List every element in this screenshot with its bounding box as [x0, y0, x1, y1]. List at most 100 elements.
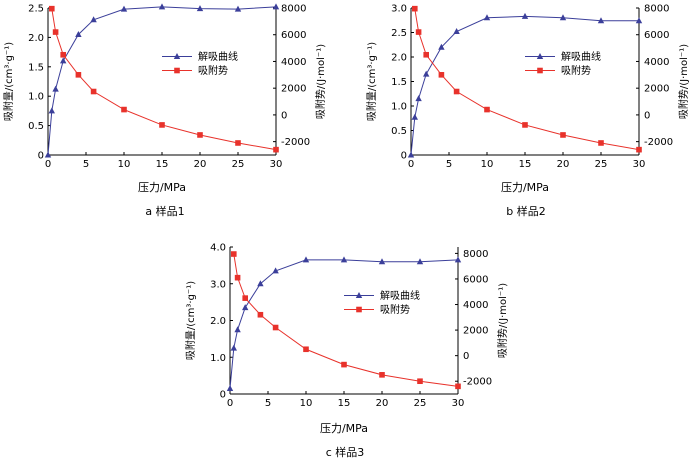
y-tick-label-right: 2000 — [644, 84, 669, 95]
x-tick-label: 30 — [270, 159, 283, 170]
data-point-square — [522, 122, 528, 128]
data-point-square — [234, 274, 241, 281]
data-point-square — [453, 88, 460, 95]
data-point-square — [484, 106, 490, 113]
y-axis-label-left: 吸附量/(cm³·g⁻¹) — [2, 42, 15, 121]
data-point-triangle — [438, 43, 445, 50]
x-axis-label: 压力/MPa — [320, 422, 368, 435]
data-point-triangle — [52, 85, 59, 92]
y-axis-label-right: 吸附势/(J·mol⁻¹) — [496, 283, 509, 358]
y-tick-label-right: 4000 — [463, 300, 488, 311]
data-point-square — [379, 372, 385, 378]
panel-caption: a 样品1 — [145, 204, 184, 218]
legend-marker-triangle — [536, 53, 544, 60]
legend-item: 吸附势 — [525, 64, 591, 77]
data-point-triangle — [272, 3, 280, 10]
data-point-square — [438, 72, 445, 78]
data-point-triangle — [521, 12, 529, 19]
data-point-square — [341, 361, 347, 368]
x-tick-label: 15 — [338, 398, 351, 409]
y-tick-label-left: 1.0 — [210, 353, 226, 364]
legend-label: 解吸曲线 — [561, 50, 601, 63]
x-tick-label: 30 — [633, 159, 646, 170]
y-tick-label-right: -2000 — [463, 377, 492, 388]
x-tick-label: 10 — [300, 398, 313, 409]
x-axis-label: 压力/MPa — [501, 181, 549, 194]
x-tick-label: 20 — [376, 398, 389, 409]
data-point-triangle — [453, 28, 460, 35]
data-point-square — [231, 251, 237, 257]
data-point-triangle — [226, 384, 234, 391]
data-point-square — [52, 29, 59, 35]
legend-item: 解吸曲线 — [344, 289, 420, 302]
data-point-triangle — [48, 107, 55, 114]
data-point-triangle — [234, 326, 241, 333]
data-point-triangle — [407, 151, 415, 158]
y-tick-label-left: 1.0 — [28, 92, 44, 103]
legend-marker-square — [537, 67, 543, 74]
x-tick-label: 25 — [595, 159, 608, 170]
data-point-triangle — [416, 258, 424, 265]
x-tick-label: 10 — [481, 159, 494, 170]
y-tick-label-left: 2.5 — [28, 4, 44, 15]
x-tick-label: 30 — [452, 398, 465, 409]
data-point-triangle — [257, 280, 264, 287]
data-point-triangle — [196, 5, 204, 12]
data-point-triangle — [635, 17, 643, 24]
data-point-triangle — [559, 14, 567, 21]
legend-marker-triangle — [355, 292, 363, 299]
panel-caption: b 样品2 — [506, 204, 545, 218]
data-point-square — [75, 72, 82, 78]
y-tick-label-right: -2000 — [281, 137, 310, 148]
y-tick-label-left: 1.0 — [391, 102, 407, 113]
data-point-square — [121, 106, 127, 113]
data-point-square — [257, 311, 264, 318]
data-point-square — [272, 324, 279, 331]
data-point-square — [235, 140, 241, 146]
chart-panel-b: 0 5 10 15 20 25 30 0 0.5 1.0 1.5 2.0 2.5 3.0 -2000 0 200… — [365, 4, 690, 219]
series-line-desorption — [47, 6, 277, 156]
y-axis-label-left: 吸附量/(cm³·g⁻¹) — [365, 42, 378, 121]
y-tick-label-left: 0 — [220, 390, 226, 401]
data-point-square — [159, 122, 165, 128]
x-tick-label: 25 — [414, 398, 427, 409]
y-tick-label-right: 8000 — [281, 4, 306, 15]
data-point-square — [636, 146, 642, 153]
data-point-square — [417, 378, 423, 385]
y-tick-label-right: 0 — [644, 110, 650, 121]
panel-caption: c 样品3 — [326, 445, 365, 459]
data-point-triangle — [75, 30, 82, 37]
data-point-triangle — [272, 267, 279, 274]
data-point-triangle — [234, 5, 242, 12]
x-tick-label: 5 — [265, 398, 271, 409]
data-point-square — [60, 51, 66, 58]
data-point-square — [273, 146, 279, 153]
y-tick-label-right: 8000 — [644, 4, 669, 15]
y-tick-label-right: 2000 — [463, 326, 488, 337]
y-tick-label-left: 3.0 — [391, 4, 407, 15]
y-tick-label-left: 2.0 — [28, 33, 44, 44]
data-point-triangle — [423, 70, 430, 77]
legend-label: 吸附势 — [561, 64, 591, 77]
y-tick-label-right: 6000 — [463, 274, 488, 285]
legend-item: 解吸曲线 — [162, 50, 238, 63]
data-point-triangle — [60, 57, 67, 64]
legend-item: 吸附势 — [344, 303, 410, 316]
data-point-square — [455, 383, 461, 390]
legend-label: 解吸曲线 — [380, 289, 420, 302]
y-tick-label-left: 2.0 — [391, 53, 407, 64]
y-tick-label-left: 2.0 — [210, 316, 226, 327]
data-point-triangle — [302, 256, 310, 263]
legend-label: 吸附势 — [198, 64, 228, 77]
data-point-square — [598, 140, 604, 146]
data-point-triangle — [90, 16, 97, 23]
x-tick-label: 5 — [83, 159, 89, 170]
x-tick-label: 15 — [156, 159, 169, 170]
legend-marker-square — [174, 67, 180, 74]
data-point-square — [415, 29, 422, 35]
legend-marker-square — [356, 306, 362, 313]
data-point-triangle — [242, 304, 249, 311]
data-point-square — [90, 88, 97, 95]
data-point-triangle — [158, 3, 166, 10]
legend-item: 吸附势 — [162, 64, 228, 77]
